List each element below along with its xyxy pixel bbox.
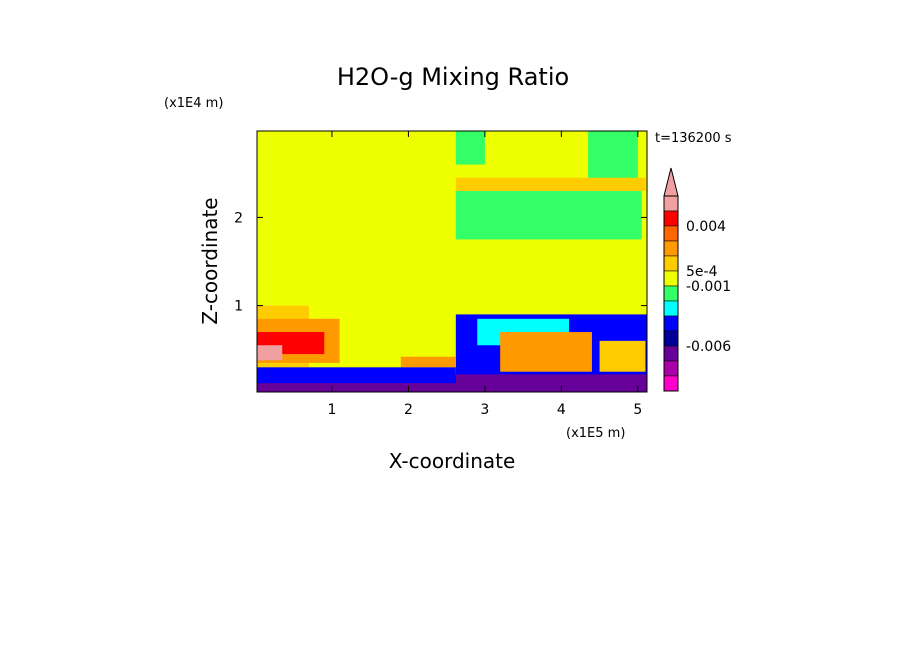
y-axis: 12 [234, 210, 647, 315]
x-tick-label: 4 [557, 402, 566, 418]
colorbar-swatch [663, 240, 679, 257]
colorbar-labels: 0.004 5e-4-0.001 -0.006 [686, 219, 731, 355]
colorbar-swatch [663, 195, 679, 212]
y-tick-label: 2 [234, 210, 243, 226]
x-axis-title: X-coordinate [389, 449, 516, 473]
colorbar-swatch [663, 300, 679, 317]
x-tick-label: 5 [633, 402, 642, 418]
colorbar-extend-arrow [663, 167, 679, 197]
colorbar-label: 5e-4 [686, 264, 718, 280]
contour-region-8 [257, 345, 283, 361]
colorbar-swatch [663, 270, 679, 287]
colorbar-swatch [663, 345, 679, 362]
contour-field [257, 131, 647, 392]
time-label: t=136200 s [655, 131, 732, 146]
contour-region-4 [455, 177, 646, 191]
colorbar-frame [663, 195, 679, 392]
colorbar-swatch [663, 360, 679, 377]
chart-title: H2O-g Mixing Ratio [337, 63, 569, 91]
y-scale-label: (x1E4 m) [164, 96, 223, 111]
contour-region-3 [455, 131, 485, 165]
x-tick-label: 3 [480, 402, 489, 418]
colorbar-swatch [663, 255, 679, 272]
x-scale-label: (x1E5 m) [566, 426, 625, 441]
colorbar-swatch [663, 225, 679, 242]
plot-frame [256, 130, 648, 393]
contour-region-13 [400, 356, 456, 368]
contour-region-1 [455, 190, 642, 240]
x-tick-label: 1 [327, 402, 336, 418]
colorbar-label: 0.004 [686, 219, 726, 235]
colorbar-label: -0.006 [686, 339, 731, 355]
colorbar-label: -0.001 [686, 279, 731, 295]
x-tick-label: 2 [404, 402, 413, 418]
colorbar-swatch [663, 330, 679, 347]
contour-region-11 [500, 332, 592, 372]
colorbar-swatch [663, 375, 679, 392]
x-axis: 1 2 3 4 5 [327, 131, 642, 418]
contour-region-12 [599, 340, 646, 372]
colorbar-swatch [663, 315, 679, 332]
contour-region-2 [588, 131, 638, 183]
colorbar-swatch [663, 210, 679, 227]
y-tick-label: 1 [234, 299, 243, 315]
y-axis-title: Z-coordinate [198, 197, 222, 324]
colorbar-swatch [663, 285, 679, 302]
contour-region-15 [257, 367, 456, 384]
colorbar [663, 167, 679, 392]
